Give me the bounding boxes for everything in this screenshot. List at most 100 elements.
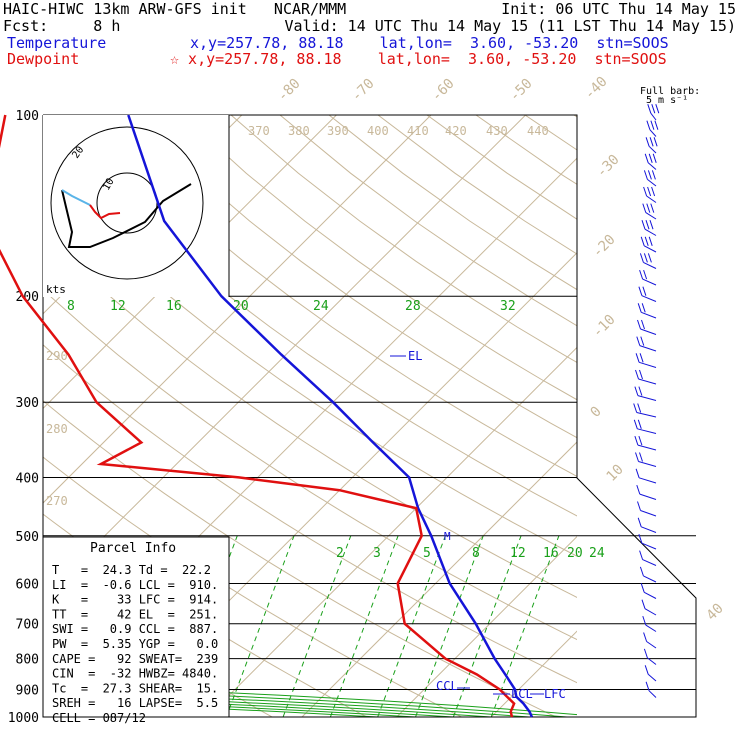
lfc-marker: LFC xyxy=(544,687,566,701)
dry-adiabat xyxy=(43,233,577,598)
wind-barb xyxy=(640,583,657,599)
isotherm-line xyxy=(396,535,577,717)
wind-barb xyxy=(641,599,657,616)
parcel-info-row: SWI = 0.9 CCL = 887. xyxy=(52,622,218,636)
theta-label: 430 xyxy=(486,124,508,138)
wind-barb xyxy=(645,681,657,698)
wind-barb xyxy=(636,336,657,352)
wind-barb xyxy=(637,319,657,335)
isotherm-label: -70 xyxy=(349,76,378,105)
sounding-profiles xyxy=(0,114,534,718)
parcel-info-row: PW = 5.35 YGP = 0.0 xyxy=(52,637,218,651)
isotherm-line xyxy=(586,115,740,717)
wind-barb xyxy=(637,501,657,517)
isotherm-label: -10 xyxy=(590,312,619,341)
wind-barb xyxy=(638,534,657,550)
hodograph-trace-storm xyxy=(89,204,121,220)
isotherm-line xyxy=(43,115,526,599)
forecast-hour: Fcst: 8 h xyxy=(3,17,121,35)
theta-label: 270 xyxy=(46,494,68,508)
hodograph-trace xyxy=(61,183,192,248)
wind-barb xyxy=(643,632,657,649)
theta-label: 290 xyxy=(46,349,68,363)
dry-adiabat xyxy=(43,288,577,641)
isotherm-line xyxy=(680,115,740,717)
model-title: HAIC-HIWC 13km ARW-GFS init NCAR/MMM xyxy=(3,0,347,18)
parcel-info-row: T = 24.3 Td = 22.2 xyxy=(52,563,211,577)
moist-adiabat-label: 8 xyxy=(67,299,75,314)
moist-adiabat-label: 32 xyxy=(500,299,516,314)
isotherm-label: 10 xyxy=(604,462,627,485)
wind-barb xyxy=(639,566,657,583)
hodograph-ring-outer xyxy=(50,126,204,280)
parcel-info-box xyxy=(42,536,230,718)
dry-adiabat xyxy=(230,115,577,363)
wind-barb xyxy=(639,253,657,269)
theta-label: 370 xyxy=(248,124,270,138)
parcel-info-title: Parcel Info xyxy=(90,541,176,556)
parcel-info-row: TT = 42 EL = 251. xyxy=(52,607,218,621)
dry-adiabat xyxy=(43,344,577,684)
wind-barb xyxy=(643,170,657,187)
wind-barb xyxy=(634,435,657,451)
temperature-legend-label: Temperature xyxy=(7,34,107,52)
pressure-label: 800 xyxy=(16,653,39,668)
mixing-ratio-label: 5 xyxy=(423,546,431,561)
wind-barb xyxy=(642,203,657,220)
dry-adiabat xyxy=(43,178,577,557)
wind-barb xyxy=(637,517,657,533)
wind-barb xyxy=(642,615,657,632)
mixing-ratio-label: 2 xyxy=(336,546,344,561)
parcel-info-row: CELL = 087/12 xyxy=(52,711,146,725)
hodograph-ring-label-10: 10 xyxy=(101,177,117,193)
dewpoint-station-info: ☆ x,y=257.78, 88.18 lat,lon= 3.60, -53.2… xyxy=(170,50,667,68)
isotherm-label: 40 xyxy=(704,601,727,624)
pressure-label: 1000 xyxy=(8,711,39,726)
dry-adiabat xyxy=(475,115,577,185)
pressure-label: 400 xyxy=(16,471,39,486)
theta-label: 390 xyxy=(327,124,349,138)
parcel-info-row: K = 33 LFC = 914. xyxy=(52,593,218,607)
theta-label: 280 xyxy=(46,422,68,436)
mixing-ratio-label: 16 xyxy=(543,546,559,561)
mixing-ratio-label: 3 xyxy=(373,546,381,561)
wind-barb xyxy=(636,484,657,500)
wind-barb xyxy=(638,286,657,302)
theta-label: 380 xyxy=(288,124,310,138)
wind-barb xyxy=(634,386,657,401)
wind-barb xyxy=(643,186,657,203)
mixing-ratio-label: 20 xyxy=(567,546,583,561)
wind-barb xyxy=(639,550,657,566)
dry-adiabat xyxy=(279,115,577,327)
dewpoint-profile xyxy=(0,114,516,718)
wind-barb xyxy=(635,353,657,368)
pressure-label: 100 xyxy=(16,109,39,124)
moist-adiabat-label: 20 xyxy=(233,299,249,314)
isotherm-label: -40 xyxy=(582,74,611,103)
pressure-label: 600 xyxy=(16,577,39,592)
dry-adiabat xyxy=(328,115,577,291)
lcl-marker: LCL xyxy=(511,687,533,701)
parcel-info-row: CIN = -32 HWBZ= 4840. xyxy=(52,667,218,681)
isotherm-line xyxy=(301,441,577,717)
pressure-label: 500 xyxy=(16,530,39,545)
parcel-info-panel: Parcel Info T = 24.3 Td = 22.2LI = -0.6 … xyxy=(42,536,230,725)
mixing-ratio-label: 12 xyxy=(510,546,526,561)
annotations: EL M LCL LFC CCL xyxy=(390,349,566,701)
wind-barb xyxy=(644,153,657,170)
moist-adiabat-label: 28 xyxy=(405,299,421,314)
mixing-ratio-label: 24 xyxy=(589,546,605,561)
valid-time: Valid: 14 UTC Thu 14 May 15 (11 LST Thu … xyxy=(284,17,736,35)
isotherm-line xyxy=(490,630,577,717)
wind-barbs xyxy=(633,104,660,698)
m-marker: M xyxy=(444,530,451,543)
parcel-info-row: LI = -0.6 LCL = 910. xyxy=(52,578,218,592)
dewpoint-legend-label: Dewpoint xyxy=(7,50,80,68)
dry-adiabat xyxy=(426,115,577,220)
wind-barb xyxy=(635,369,657,385)
isotherm-label: -80 xyxy=(275,76,304,105)
isotherm-label: -30 xyxy=(594,152,623,181)
dry-adiabat xyxy=(83,115,577,477)
hodograph-units: kts xyxy=(46,283,66,296)
parcel-info-row: CAPE = 92 SWEAT= 239 xyxy=(52,652,218,666)
